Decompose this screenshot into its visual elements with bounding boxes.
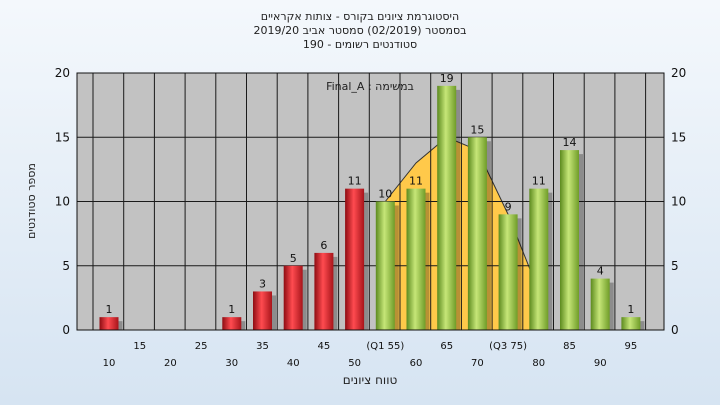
- bar-value-label: 4: [597, 265, 604, 278]
- x-tick-label: 70: [471, 358, 484, 369]
- bar: [345, 188, 365, 330]
- bar-value-label: 15: [470, 123, 484, 136]
- bar: [253, 291, 272, 330]
- x-tick-label: 60: [410, 358, 423, 369]
- y-tick-label-right: 15: [671, 130, 686, 144]
- bar-value-label: 6: [320, 239, 327, 252]
- y-tick-label-left: 20: [55, 66, 70, 80]
- bar-value-label: 1: [106, 303, 113, 316]
- bar: [437, 85, 457, 330]
- y-axis-label: מספר סטודנטים: [25, 163, 38, 239]
- bar: [283, 265, 303, 330]
- bar: [529, 188, 549, 330]
- y-tick-label-left: 15: [55, 130, 70, 144]
- bar-value-label: 11: [409, 175, 423, 188]
- chart-title-line-1: היסטוגרמת ציונים בקורס - צותות אקראיים: [260, 10, 460, 23]
- y-tick-label-right: 10: [671, 195, 686, 209]
- x-tick-label: 65: [440, 341, 453, 352]
- y-tick-label-left: 5: [62, 259, 70, 273]
- bar: [467, 137, 487, 330]
- chart-annotation: Final_A : במשימה: [326, 80, 414, 93]
- bar: [375, 201, 395, 330]
- bar: [222, 317, 242, 330]
- bar-value-label: 1: [627, 303, 634, 316]
- y-tick-label-right: 20: [671, 66, 686, 80]
- bar: [99, 317, 119, 330]
- x-tick-label: 20: [164, 358, 177, 369]
- chart-title-line-3: סטודנטים רשומים - 190: [302, 38, 418, 51]
- bar-value-label: 3: [259, 277, 266, 290]
- bar: [406, 188, 426, 330]
- bar: [560, 150, 579, 330]
- y-tick-label-right: 5: [671, 259, 679, 273]
- x-tick-label: 45: [318, 341, 331, 352]
- bar-value-label: 11: [348, 175, 362, 188]
- bar-value-label: 10: [378, 188, 392, 201]
- bar: [621, 317, 641, 330]
- x-tick-label: 15: [133, 341, 146, 352]
- x-tick-label: 35: [256, 341, 269, 352]
- y-tick-label-left: 10: [55, 195, 70, 209]
- x-tick-label: (Q1 55): [366, 341, 404, 352]
- bar-value-label: 11: [532, 175, 546, 188]
- bar-value-label: 9: [505, 200, 512, 213]
- bar-value-label: 19: [440, 72, 454, 85]
- x-tick-label: 40: [287, 358, 300, 369]
- x-tick-label: 10: [103, 358, 116, 369]
- bar: [314, 252, 334, 330]
- x-tick-label: 50: [348, 358, 361, 369]
- y-tick-label-right: 0: [671, 323, 679, 337]
- x-tick-label: 25: [195, 341, 208, 352]
- bar: [590, 278, 610, 330]
- x-tick-label: 90: [594, 358, 607, 369]
- bar-value-label: 1: [228, 303, 235, 316]
- x-tick-label: 95: [625, 341, 638, 352]
- x-tick-label: (Q3 75): [489, 341, 527, 352]
- x-tick-label: 30: [225, 358, 238, 369]
- x-tick-label: 85: [563, 341, 576, 352]
- x-tick-label: 80: [532, 358, 545, 369]
- plot-border: [76, 72, 665, 331]
- y-tick-label-left: 0: [62, 323, 70, 337]
- bar-value-label: 5: [290, 252, 297, 265]
- bar: [498, 214, 518, 330]
- bar-value-label: 14: [563, 136, 577, 149]
- chart-title-line-2: בסמסטר (02/2019) סמסטר אביב 2019/20: [253, 24, 467, 37]
- x-axis-label: טווח ציונים: [343, 373, 398, 387]
